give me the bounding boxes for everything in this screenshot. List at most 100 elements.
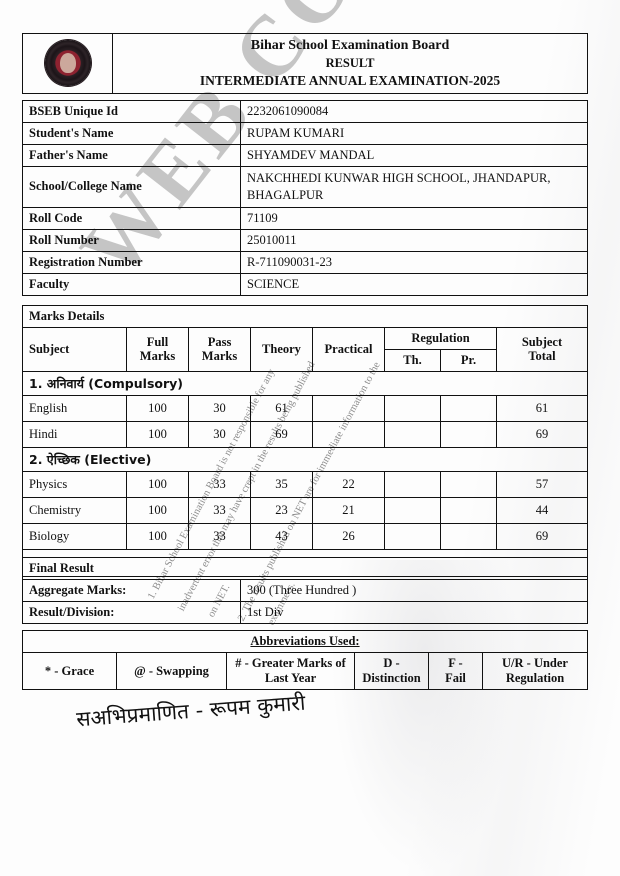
abbr-grace: * - Grace	[22, 652, 117, 690]
aggregate-marks-label: Aggregate Marks:	[22, 579, 241, 602]
detail-value: 71109	[240, 206, 588, 230]
table-row: Physics 100 33 35 22 57	[22, 470, 588, 498]
detail-value: SHYAMDEV MANDAL	[240, 144, 588, 167]
regulation-th	[384, 496, 441, 524]
detail-value: RUPAM KUMARI	[240, 122, 588, 145]
abbr-under-regulation-l2: Regulation	[505, 671, 565, 685]
header-title-cell: Bihar School Examination Board RESULT IN…	[112, 33, 588, 94]
full-marks: 100	[126, 394, 189, 422]
header-row: Bihar School Examination Board RESULT IN…	[22, 33, 588, 94]
regulation-th	[384, 394, 441, 422]
detail-row-school: School/College Name NAKCHHEDI KUNWAR HIG…	[22, 166, 588, 208]
handwritten-signature: सअभिप्रमाणित - रूपम कुमारी	[75, 690, 307, 732]
abbr-distinction-l1: D -	[383, 656, 400, 670]
practical-marks	[312, 420, 385, 448]
abbreviations-row: * - Grace @ - Swapping # - Greater Marks…	[22, 652, 588, 690]
subject-name: Chemistry	[22, 496, 127, 524]
final-result-label: Final Result	[22, 557, 588, 580]
abbreviations-title: Abbreviations Used:	[22, 630, 588, 653]
bseb-seal-icon	[44, 40, 91, 87]
theory-marks: 35	[250, 470, 313, 498]
abbr-distinction-l2: Distinction	[362, 671, 421, 685]
subject-name: Biology	[22, 522, 127, 550]
col-full-marks-l2: Marks	[139, 349, 176, 364]
abbr-swapping: @ - Swapping	[116, 652, 227, 690]
pass-marks: 30	[188, 394, 251, 422]
theory-marks: 61	[250, 394, 313, 422]
col-pass-marks-l2: Marks	[201, 349, 238, 364]
pass-marks: 33	[188, 522, 251, 550]
detail-label: Roll Code	[22, 206, 241, 230]
abbr-under-regulation: U/R - Under Regulation	[482, 652, 588, 690]
theory-marks: 23	[250, 496, 313, 524]
final-result-row: Final Result	[22, 557, 588, 580]
regulation-th	[384, 420, 441, 448]
detail-row-student-name: Student's Name RUPAM KUMARI	[22, 122, 588, 145]
subject-name: Hindi	[22, 420, 127, 448]
subject-total: 69	[496, 420, 588, 448]
compulsory-label: 1. अनिवार्य (Compulsory)	[22, 370, 588, 396]
abbr-greater-marks: # - Greater Marks of Last Year	[226, 652, 355, 690]
abbr-greater-marks-l1: # - Greater Marks of	[235, 656, 346, 670]
detail-label: Student's Name	[22, 122, 241, 145]
practical-marks: 26	[312, 522, 385, 550]
regulation-th	[384, 470, 441, 498]
table-row: English 100 30 61 61	[22, 394, 588, 422]
detail-label: Registration Number	[22, 250, 241, 274]
header-table: Bihar School Examination Board RESULT IN…	[22, 33, 588, 94]
theory-marks: 43	[250, 522, 313, 550]
full-marks: 100	[126, 522, 189, 550]
student-details-table: BSEB Unique Id 2232061090084 Student's N…	[22, 100, 588, 296]
detail-value: R-711090031-23	[240, 250, 588, 274]
col-regulation-pr: Pr.	[440, 348, 497, 372]
abbr-fail-l2: Fail	[445, 671, 466, 685]
detail-row-unique-id: BSEB Unique Id 2232061090084	[22, 100, 588, 123]
table-row: Hindi 100 30 69 69	[22, 420, 588, 448]
detail-row-roll-code: Roll Code 71109	[22, 206, 588, 230]
detail-label: School/College Name	[22, 166, 241, 208]
marks-details-title: Marks Details	[22, 305, 588, 328]
marks-section-title-row: Marks Details	[22, 305, 588, 328]
subject-name: English	[22, 394, 127, 422]
detail-value: NAKCHHEDI KUNWAR HIGH SCHOOL, JHANDAPUR,…	[240, 166, 588, 208]
col-regulation: Regulation	[384, 327, 497, 350]
subject-total: 69	[496, 522, 588, 550]
abbr-fail: F - Fail	[428, 652, 483, 690]
marks-subheader-row: Th. Pr.	[23, 348, 588, 372]
detail-row-faculty: Faculty SCIENCE	[22, 272, 588, 296]
table-row: Chemistry 100 33 23 21 44	[22, 496, 588, 524]
practical-marks: 21	[312, 496, 385, 524]
col-full-marks: Full Marks	[126, 327, 189, 372]
abbr-distinction: D - Distinction	[354, 652, 429, 690]
subject-name: Physics	[22, 470, 127, 498]
marks-header-row: Subject Full Marks Pass Marks Theory Pra…	[22, 327, 588, 372]
col-theory: Theory	[250, 327, 313, 372]
aggregate-marks-row: Aggregate Marks: 300 (Three Hundred )	[22, 579, 588, 602]
col-subject-total-l2: Total	[528, 349, 556, 364]
regulation-pr	[440, 496, 497, 524]
pass-marks: 30	[188, 420, 251, 448]
abbreviations-title-row: Abbreviations Used:	[22, 630, 588, 653]
division-label: Result/Division:	[22, 601, 241, 624]
pass-marks: 33	[188, 470, 251, 498]
col-pass-marks: Pass Marks	[188, 327, 251, 372]
abbr-fail-l1: F -	[448, 656, 463, 670]
elective-label: 2. ऐच्छिक (Elective)	[22, 446, 588, 472]
theory-marks: 69	[250, 420, 313, 448]
detail-row-father-name: Father's Name SHYAMDEV MANDAL	[22, 144, 588, 167]
abbr-greater-marks-l2: Last Year	[264, 671, 317, 685]
detail-value: 2232061090084	[240, 100, 588, 123]
practical-marks	[312, 394, 385, 422]
full-marks: 100	[126, 470, 189, 498]
group-heading-elective: 2. ऐच्छिक (Elective)	[22, 446, 588, 472]
abbreviations-table: Abbreviations Used: * - Grace @ - Swappi…	[22, 630, 588, 690]
detail-label: BSEB Unique Id	[22, 100, 241, 123]
col-subject-total: Subject Total	[496, 327, 588, 372]
marks-details-table: Marks Details Subject Full Marks Pass Ma…	[22, 305, 588, 577]
detail-row-registration: Registration Number R-711090031-23	[22, 250, 588, 274]
detail-value: SCIENCE	[240, 272, 588, 296]
regulation-pr	[440, 394, 497, 422]
col-subject: Subject	[22, 327, 127, 372]
regulation-pr	[440, 522, 497, 550]
detail-label: Father's Name	[22, 144, 241, 167]
